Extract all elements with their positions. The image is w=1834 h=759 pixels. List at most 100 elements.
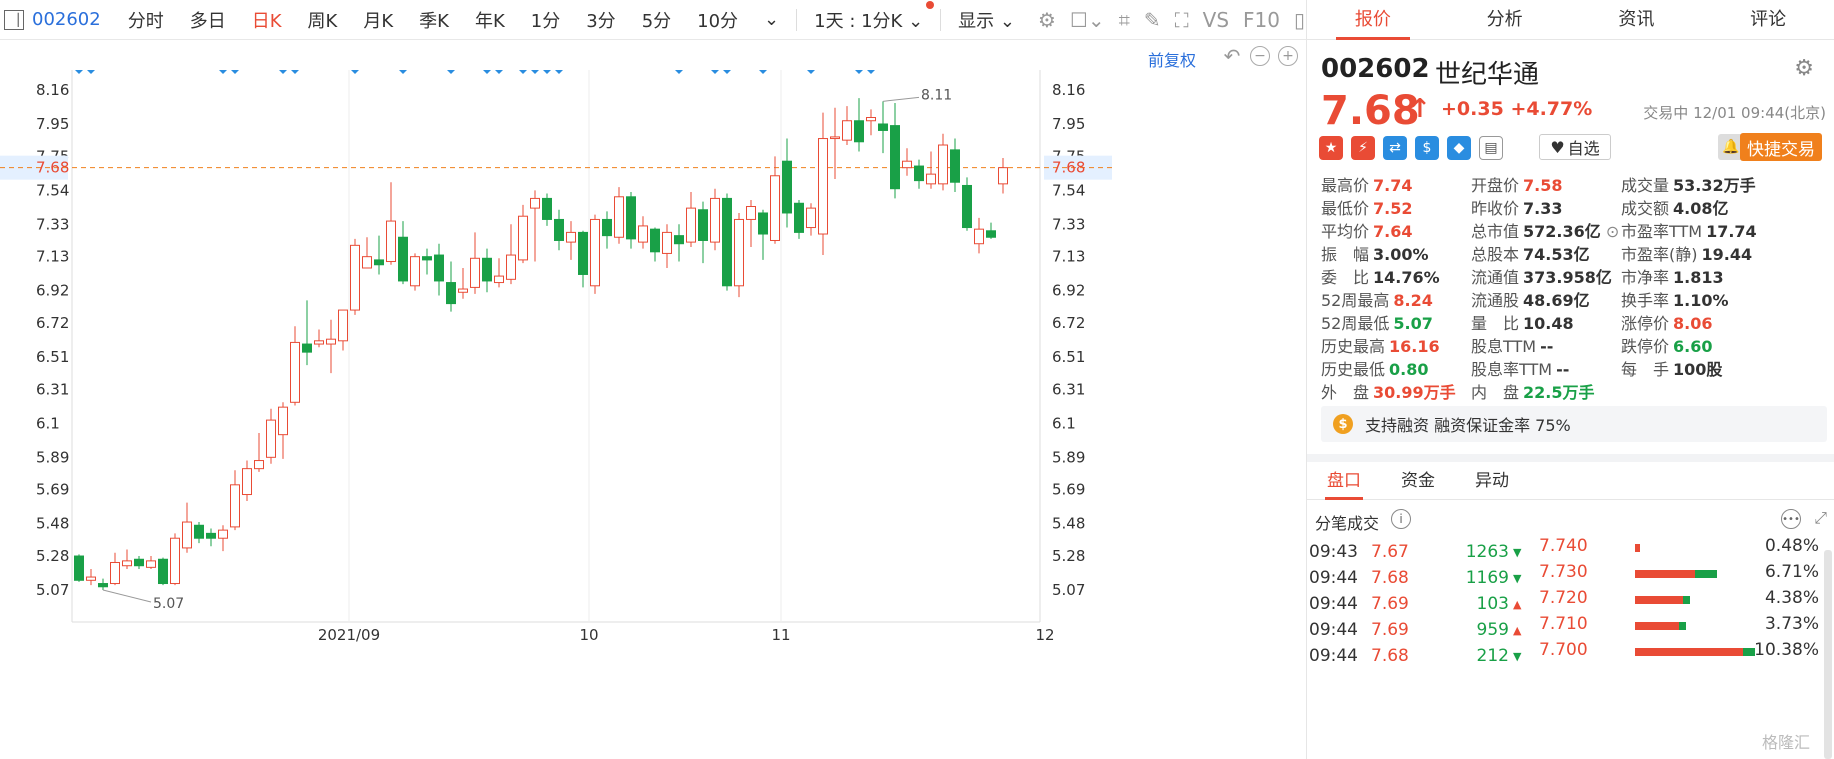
expand-icon[interactable]: ⤢ bbox=[1814, 508, 1827, 527]
sidebar-toggle-icon[interactable]: ▕ bbox=[4, 9, 24, 30]
candle-down[interactable] bbox=[782, 160, 792, 214]
dollar-icon[interactable]: $ bbox=[1415, 136, 1439, 160]
candle-down[interactable] bbox=[890, 125, 900, 190]
panel-toggle-icon[interactable]: ▯ bbox=[1293, 7, 1305, 32]
period-tab[interactable]: 3分 bbox=[586, 10, 616, 32]
candle-down[interactable] bbox=[794, 202, 804, 233]
candle-up[interactable] bbox=[362, 256, 372, 269]
candle-up[interactable] bbox=[122, 560, 132, 567]
event-marker[interactable] bbox=[279, 70, 287, 74]
event-marker[interactable] bbox=[711, 70, 719, 74]
candle-up[interactable] bbox=[494, 275, 504, 284]
candle-up[interactable] bbox=[806, 207, 816, 229]
event-marker[interactable] bbox=[759, 70, 767, 74]
candle-down[interactable] bbox=[722, 197, 732, 287]
candle-up[interactable] bbox=[974, 228, 984, 245]
event-marker[interactable] bbox=[555, 70, 563, 74]
event-marker[interactable] bbox=[723, 70, 731, 74]
candle-up[interactable] bbox=[218, 529, 228, 539]
candle-up[interactable] bbox=[842, 120, 852, 141]
lightning-icon[interactable]: ⚡ bbox=[1351, 136, 1375, 160]
event-marker[interactable] bbox=[219, 70, 227, 74]
event-marker[interactable] bbox=[807, 70, 815, 74]
f10-button[interactable]: F10 bbox=[1243, 7, 1280, 32]
tab-alerts[interactable]: 异动 bbox=[1475, 471, 1509, 491]
event-marker[interactable] bbox=[855, 70, 863, 74]
candle-down[interactable] bbox=[554, 218, 564, 241]
candle-up[interactable] bbox=[290, 341, 300, 403]
candle-up[interactable] bbox=[110, 561, 120, 585]
candle-down[interactable] bbox=[134, 558, 144, 567]
candle-up[interactable] bbox=[182, 521, 192, 549]
tab-news[interactable]: 资讯 bbox=[1618, 9, 1655, 30]
candle-down[interactable] bbox=[578, 231, 588, 275]
tab-orderbook[interactable]: 盘口 bbox=[1307, 462, 1381, 500]
candle-down[interactable] bbox=[434, 254, 444, 282]
candle-up[interactable] bbox=[314, 340, 324, 345]
candle-up[interactable] bbox=[338, 309, 348, 342]
period-tab[interactable]: 年K bbox=[474, 10, 505, 32]
event-marker[interactable] bbox=[483, 70, 491, 74]
candle-down[interactable] bbox=[878, 123, 888, 131]
event-marker[interactable] bbox=[291, 70, 299, 74]
candle-up[interactable] bbox=[590, 218, 600, 287]
more-icon[interactable]: ⊙ bbox=[1600, 222, 1620, 241]
candle-down[interactable] bbox=[650, 228, 660, 253]
period-tab[interactable]: 分时 bbox=[127, 10, 164, 32]
candle-up[interactable] bbox=[530, 197, 540, 209]
gear-icon[interactable]: ⚙ bbox=[1037, 7, 1056, 32]
chevron-down-icon[interactable]: ⌄ bbox=[764, 9, 780, 30]
candle-up[interactable] bbox=[506, 254, 516, 280]
candle-down[interactable] bbox=[914, 165, 924, 182]
period-tab[interactable]: 10分 bbox=[697, 10, 739, 32]
candle-up[interactable] bbox=[170, 537, 180, 585]
event-marker[interactable] bbox=[495, 70, 503, 74]
period-tab[interactable]: 季K bbox=[419, 10, 449, 32]
candle-up[interactable] bbox=[686, 207, 696, 243]
candle-down[interactable] bbox=[986, 230, 996, 238]
candle-up[interactable] bbox=[350, 244, 360, 311]
zoom-in-icon[interactable]: + bbox=[1278, 46, 1298, 66]
candle-down[interactable] bbox=[698, 209, 708, 241]
shuffle-icon[interactable]: ⇄ bbox=[1383, 136, 1407, 160]
event-marker[interactable] bbox=[447, 70, 455, 74]
tab-quote[interactable]: 报价 bbox=[1307, 0, 1439, 40]
event-marker[interactable] bbox=[543, 70, 551, 74]
candle-down[interactable] bbox=[422, 256, 432, 261]
candle-up[interactable] bbox=[242, 468, 252, 496]
candle-up[interactable] bbox=[734, 218, 744, 287]
undo-icon[interactable]: ↶ bbox=[1223, 44, 1241, 68]
candle-down[interactable] bbox=[602, 218, 612, 237]
event-marker[interactable] bbox=[531, 70, 539, 74]
candle-up[interactable] bbox=[866, 117, 876, 122]
candle-down[interactable] bbox=[446, 282, 456, 305]
candlestick-chart[interactable]: 2021/091011128.168.167.957.957.757.757.5… bbox=[0, 70, 1306, 659]
candle-down[interactable] bbox=[626, 196, 636, 240]
candle-down[interactable] bbox=[854, 120, 864, 143]
tab-comments[interactable]: 评论 bbox=[1750, 9, 1787, 30]
zoom-out-icon[interactable]: − bbox=[1250, 46, 1270, 66]
candle-up[interactable] bbox=[254, 460, 264, 470]
event-marker[interactable] bbox=[75, 70, 83, 74]
candle-down[interactable] bbox=[374, 259, 384, 266]
toolbar-code[interactable]: 002602 bbox=[32, 9, 101, 30]
candle-up[interactable] bbox=[566, 231, 576, 243]
pencil-icon[interactable]: ✎ bbox=[1143, 7, 1161, 32]
candle-down[interactable] bbox=[950, 149, 960, 183]
tag-icon[interactable]: ◆ bbox=[1447, 136, 1471, 160]
fullscreen-icon[interactable]: ⛶ bbox=[1174, 7, 1189, 32]
candle-up[interactable] bbox=[326, 338, 336, 345]
candle-down[interactable] bbox=[482, 257, 492, 282]
candle-up[interactable] bbox=[830, 136, 840, 140]
candle-up[interactable] bbox=[146, 560, 156, 568]
period-tab[interactable]: 周K bbox=[307, 10, 338, 32]
candle-down[interactable] bbox=[98, 583, 108, 588]
candle-down[interactable] bbox=[302, 343, 312, 353]
event-marker[interactable] bbox=[519, 70, 527, 74]
tab-analysis[interactable]: 分析 bbox=[1486, 9, 1523, 30]
candle-up[interactable] bbox=[266, 419, 276, 458]
period-tab[interactable]: 1分 bbox=[530, 10, 561, 32]
candle-down[interactable] bbox=[206, 532, 216, 539]
period-tab[interactable]: 5分 bbox=[641, 10, 672, 32]
candle-up[interactable] bbox=[410, 256, 420, 287]
